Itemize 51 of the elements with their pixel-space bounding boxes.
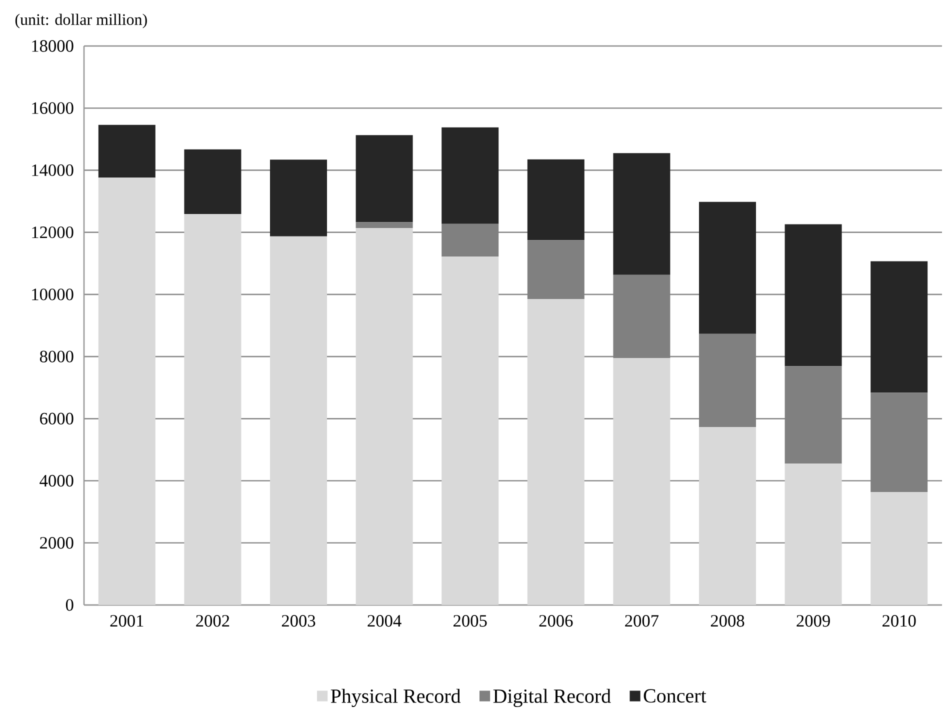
bar (784, 366, 842, 464)
y-tick-label: 12000 (32, 226, 74, 238)
bar (442, 127, 499, 224)
bar (698, 334, 756, 428)
bar (98, 124, 156, 178)
bar (613, 358, 670, 605)
bar (442, 224, 499, 257)
bar (870, 261, 928, 393)
y-tick-label: 16000 (32, 102, 74, 114)
bar (356, 222, 413, 228)
bar (184, 149, 242, 214)
bar (870, 392, 928, 492)
x-tick-label: 2003 (282, 615, 316, 627)
bar (613, 274, 670, 358)
bar (356, 228, 413, 605)
x-tick-label: 2002 (196, 615, 230, 627)
x-tick-label: 2005 (454, 615, 487, 627)
x-tick-label: 2008 (710, 615, 744, 627)
bar (527, 159, 584, 240)
bar (613, 153, 670, 275)
y-tick-label: 14000 (32, 164, 74, 176)
bar (870, 492, 928, 605)
y-tick-label: 0 (66, 599, 74, 611)
bar (527, 240, 584, 300)
bar (527, 299, 584, 605)
y-tick-label: 4000 (40, 474, 74, 487)
bar (270, 236, 328, 605)
bar (356, 135, 413, 222)
bar (698, 202, 756, 334)
x-tick-label: 2006 (539, 615, 573, 627)
legend-label: Digital Record (493, 688, 611, 708)
x-tick-label: 2010 (882, 615, 916, 627)
text: (unit: dollar million) (15, 14, 147, 28)
x-tick-label: 2001 (110, 615, 144, 627)
x-tick-label: 2004 (368, 615, 402, 627)
bar (270, 160, 328, 236)
bar (442, 256, 499, 605)
y-tick-label: 6000 (40, 412, 74, 424)
y-tick-label: 18000 (32, 40, 74, 52)
bar (784, 224, 842, 366)
bar (698, 427, 756, 605)
x-tick-label: 2007 (625, 615, 659, 627)
bar (184, 214, 242, 605)
bar (784, 464, 842, 605)
legend-label: Concert (644, 689, 706, 703)
legend-label: Physical Record (330, 688, 461, 708)
y-tick-label: 8000 (40, 350, 74, 362)
y-tick-label: 10000 (32, 288, 74, 300)
bar (98, 178, 156, 605)
x-tick-label: 2009 (796, 615, 830, 627)
y-tick-label: 2000 (40, 537, 74, 549)
